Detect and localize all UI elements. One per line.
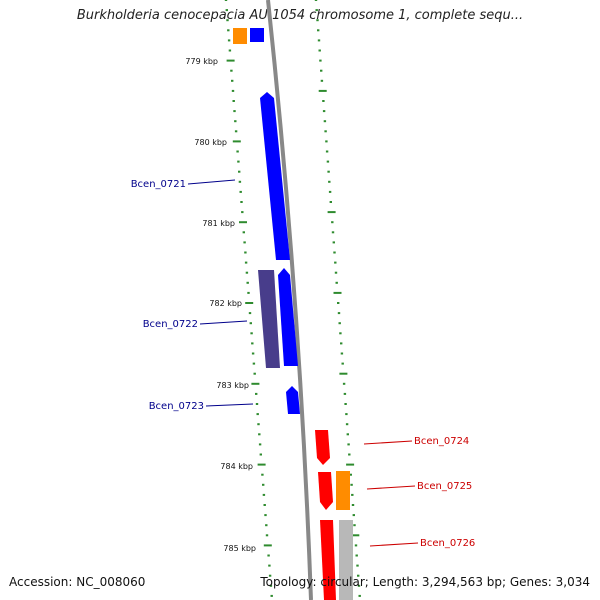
tick-label: 781 kbp [202, 219, 235, 228]
gene-block-top-orange [233, 28, 247, 44]
label-line-bcen-0721 [187, 179, 236, 185]
label-line-bcen-0726 [369, 542, 419, 547]
label-line-bcen-0724 [363, 440, 413, 445]
chromosome-backbone [266, 0, 313, 600]
gene-label-bcen-0722[interactable]: Bcen_0722 [143, 319, 198, 330]
misc-bcen-0726 [339, 520, 353, 600]
cds-bcen-0723 [286, 386, 300, 414]
gene-bcen-0725 [336, 471, 350, 510]
gene-bcen-0722-other [258, 270, 280, 368]
map-title: Burkholderia cenocepacia AU 1054 chromos… [76, 8, 524, 23]
cds-bcen-0724 [315, 430, 330, 465]
cds-bcen-0726 [320, 520, 336, 600]
tick-label: 779 kbp [185, 57, 218, 66]
cds-bcen-0722 [278, 268, 298, 366]
tick-label: 785 kbp [223, 544, 256, 553]
label-line-bcen-0723 [205, 403, 254, 407]
tick-label: 783 kbp [216, 381, 249, 390]
label-line-bcen-0722 [199, 320, 248, 325]
gene-label-bcen-0721[interactable]: Bcen_0721 [131, 179, 186, 190]
tick-label: 780 kbp [194, 138, 227, 147]
tick-label: 784 kbp [220, 462, 253, 471]
gene-label-bcen-0726[interactable]: Bcen_0726 [420, 538, 475, 549]
gene-label-bcen-0723[interactable]: Bcen_0723 [149, 401, 204, 412]
gene-label-bcen-0724[interactable]: Bcen_0724 [414, 436, 469, 447]
ruler-left [224, 0, 273, 597]
cds-bcen-0725 [318, 472, 333, 510]
topology-text: Topology: circular; Length: 3,294,563 bp… [260, 575, 590, 589]
gene-label-bcen-0725[interactable]: Bcen_0725 [417, 481, 472, 492]
gene-block-top-blue [250, 28, 264, 42]
accession-text: Accession: NC_008060 [9, 575, 146, 589]
tick-label: 782 kbp [209, 299, 242, 308]
ruler-right [314, 0, 361, 597]
cds-bcen-0721 [260, 92, 290, 260]
label-line-bcen-0725 [366, 485, 416, 490]
